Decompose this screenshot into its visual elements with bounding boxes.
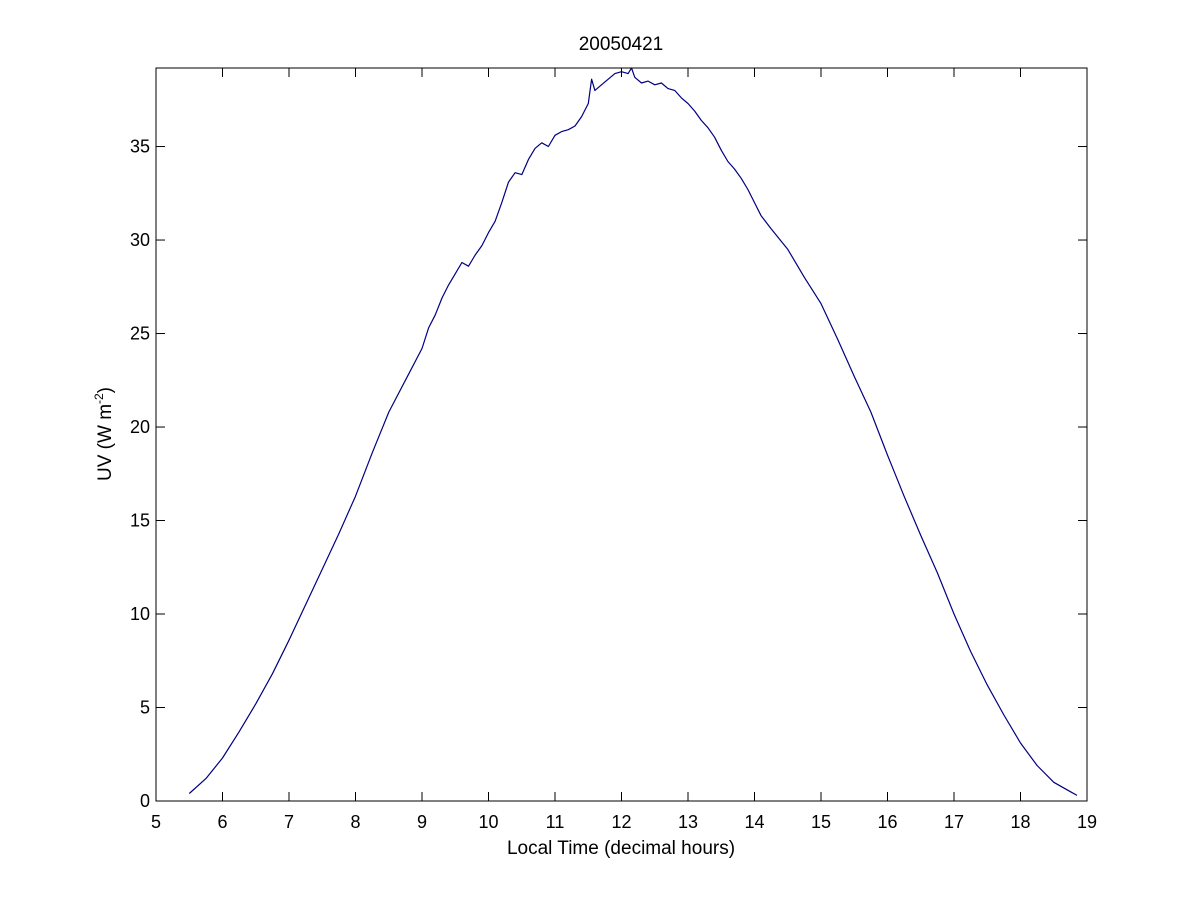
y-tick-label-0: 0 bbox=[140, 791, 150, 811]
y-axis-label-close: ) bbox=[95, 387, 116, 393]
x-tick-label-4: 9 bbox=[417, 812, 427, 832]
chart-title: 20050421 bbox=[579, 34, 664, 55]
plot-area bbox=[156, 68, 1087, 801]
y-tick-label-3: 15 bbox=[130, 511, 150, 531]
y-tick-label-2: 10 bbox=[130, 604, 150, 624]
x-tick-label-3: 8 bbox=[350, 812, 360, 832]
x-tick-label-9: 14 bbox=[744, 812, 764, 832]
y-tick-label-5: 25 bbox=[130, 324, 150, 344]
plot-frame bbox=[155, 67, 1088, 802]
y-axis-label-main: UV (W m bbox=[95, 404, 116, 481]
y-axis-label: UV (W m-2) bbox=[92, 387, 116, 481]
x-tick-label-1: 6 bbox=[217, 812, 227, 832]
x-tick-label-2: 7 bbox=[284, 812, 294, 832]
y-tick-label-6: 30 bbox=[130, 230, 150, 250]
x-tick-label-7: 12 bbox=[611, 812, 631, 832]
x-tick-label-12: 17 bbox=[944, 812, 964, 832]
x-tick-label-10: 15 bbox=[811, 812, 831, 832]
x-tick-label-11: 16 bbox=[877, 812, 897, 832]
x-tick-label-8: 13 bbox=[678, 812, 698, 832]
y-tick-label-1: 5 bbox=[140, 698, 150, 718]
y-tick-label-7: 35 bbox=[130, 137, 150, 157]
x-tick-label-5: 10 bbox=[478, 812, 498, 832]
y-axis-label-superscript: -2 bbox=[92, 393, 106, 404]
x-tick-label-13: 18 bbox=[1010, 812, 1030, 832]
uv-series-line bbox=[188, 67, 1078, 796]
x-tick-label-0: 5 bbox=[151, 812, 161, 832]
y-tick-label-4: 20 bbox=[130, 417, 150, 437]
x-tick-label-6: 11 bbox=[546, 812, 565, 832]
x-axis-label: Local Time (decimal hours) bbox=[507, 838, 735, 859]
x-tick-label-14: 19 bbox=[1077, 812, 1097, 832]
